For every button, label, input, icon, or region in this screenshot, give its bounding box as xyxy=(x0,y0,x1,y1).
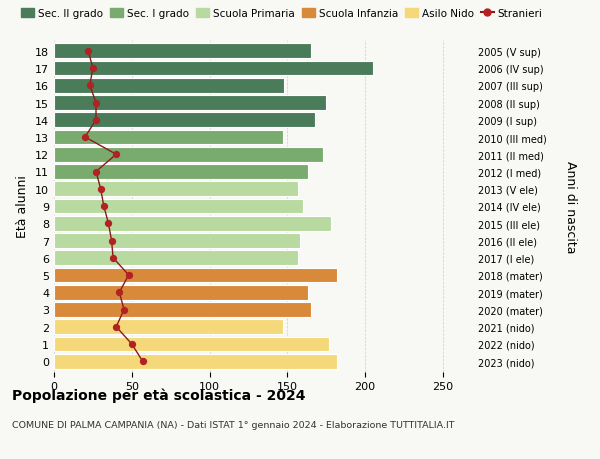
Bar xyxy=(54,79,284,93)
Point xyxy=(91,117,101,124)
Point xyxy=(112,323,121,330)
Legend: Sec. II grado, Sec. I grado, Scuola Primaria, Scuola Infanzia, Asilo Nido, Stran: Sec. II grado, Sec. I grado, Scuola Prim… xyxy=(17,5,547,23)
Bar xyxy=(54,165,308,179)
Bar xyxy=(54,337,329,352)
Y-axis label: Età alunni: Età alunni xyxy=(16,175,29,238)
Bar xyxy=(54,113,316,128)
Point xyxy=(115,289,124,297)
Point xyxy=(91,168,101,176)
Point xyxy=(104,220,113,227)
Point xyxy=(96,185,106,193)
Point xyxy=(85,83,95,90)
Bar xyxy=(54,96,326,111)
Point xyxy=(127,341,137,348)
Bar xyxy=(54,62,373,76)
Bar xyxy=(54,130,283,145)
Point xyxy=(124,272,133,279)
Bar xyxy=(54,285,308,300)
Point xyxy=(83,48,93,55)
Point xyxy=(112,151,121,159)
Point xyxy=(88,65,98,73)
Point xyxy=(138,358,148,365)
Point xyxy=(107,237,116,245)
Point xyxy=(91,100,101,107)
Text: COMUNE DI PALMA CAMPANIA (NA) - Dati ISTAT 1° gennaio 2024 - Elaborazione TUTTIT: COMUNE DI PALMA CAMPANIA (NA) - Dati IST… xyxy=(12,420,455,429)
Bar xyxy=(54,217,331,231)
Y-axis label: Anni di nascita: Anni di nascita xyxy=(563,160,577,253)
Bar xyxy=(54,354,337,369)
Bar xyxy=(54,45,311,59)
Point xyxy=(109,254,118,262)
Bar xyxy=(54,251,298,265)
Point xyxy=(80,134,90,141)
Bar xyxy=(54,182,298,196)
Bar xyxy=(54,320,283,334)
Bar xyxy=(54,199,303,214)
Bar xyxy=(54,234,300,248)
Point xyxy=(119,306,129,313)
Bar xyxy=(54,302,311,317)
Text: Popolazione per età scolastica - 2024: Popolazione per età scolastica - 2024 xyxy=(12,388,305,403)
Bar xyxy=(54,268,337,283)
Bar xyxy=(54,148,323,162)
Point xyxy=(99,203,109,210)
